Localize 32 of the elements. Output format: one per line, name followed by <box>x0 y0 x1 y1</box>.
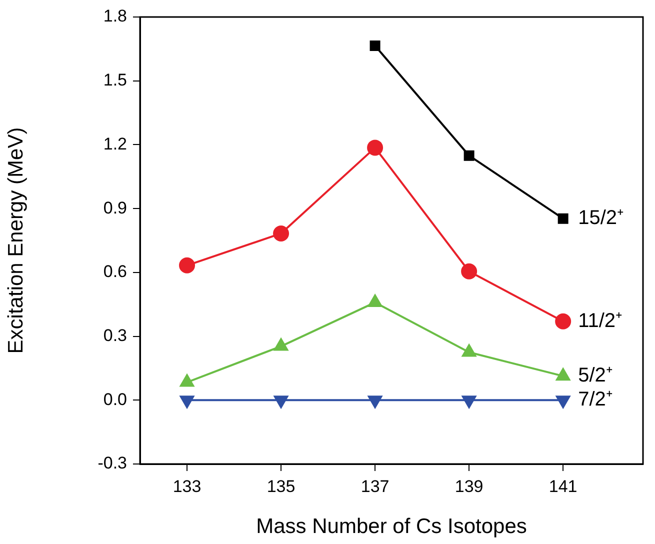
point <box>273 225 290 242</box>
y-tick-label: 1.8 <box>103 6 127 26</box>
point <box>555 313 572 330</box>
y-tick-label: 0.6 <box>103 262 127 282</box>
y-tick-label: 0.9 <box>103 198 127 218</box>
point <box>367 140 384 156</box>
y-tick-label: 0.3 <box>103 326 127 345</box>
point <box>179 257 196 274</box>
series-label: 7/2⁺ <box>578 388 613 411</box>
x-tick-label: 133 <box>172 476 202 496</box>
point <box>462 344 476 357</box>
point <box>558 213 568 224</box>
y-tick-label: 1.2 <box>103 134 127 154</box>
x-axis-title: Mass Number of Cs Isotopes <box>256 515 527 538</box>
x-tick-label: 135 <box>266 476 296 496</box>
y-tick-label: -0.3 <box>98 454 127 473</box>
point <box>461 263 478 280</box>
series-label: 11/2⁺ <box>578 310 623 332</box>
x-tick-label: 137 <box>360 476 390 496</box>
y-tick-label: 0.0 <box>103 390 127 409</box>
x-tick-label: 139 <box>454 476 484 496</box>
point <box>556 368 570 381</box>
point <box>368 294 382 307</box>
x-tick-label: 141 <box>548 476 578 496</box>
point <box>274 338 288 351</box>
point <box>464 150 474 161</box>
y-axis-title: Excitation Energy (MeV) <box>4 127 28 354</box>
series-label: 15/2⁺ <box>578 207 624 230</box>
point <box>180 374 194 387</box>
point <box>370 40 380 51</box>
y-tick-label: 1.5 <box>103 70 127 90</box>
series-label: 5/2⁺ <box>578 364 613 387</box>
